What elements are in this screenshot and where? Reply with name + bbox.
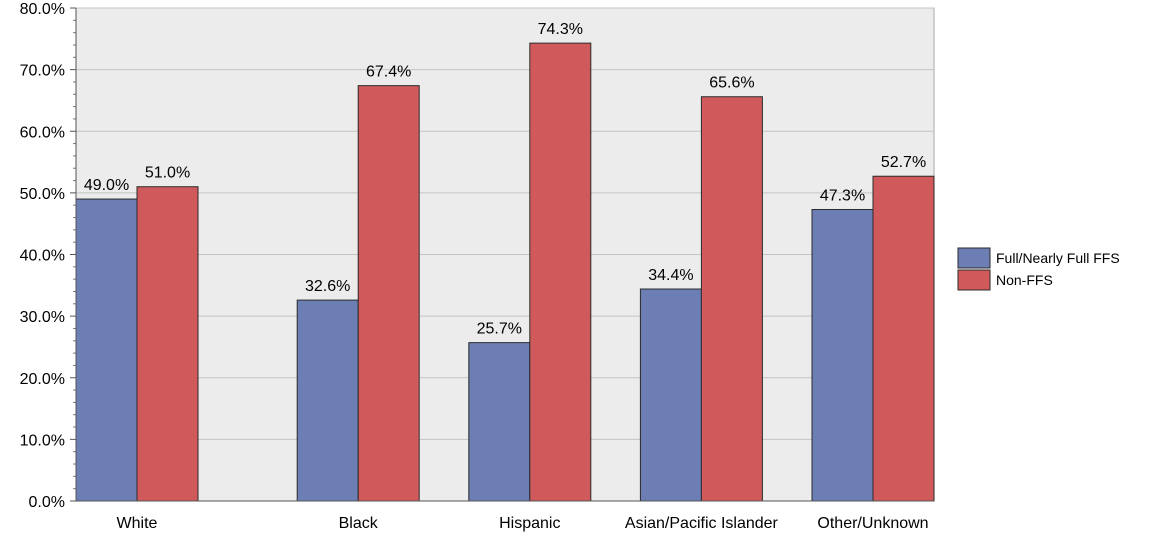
y-tick-label: 60.0% [20, 124, 65, 141]
legend-label: Non-FFS [996, 272, 1053, 288]
x-category-label: Hispanic [499, 515, 560, 532]
data-label: 25.7% [477, 321, 522, 338]
y-tick-label: 70.0% [20, 63, 65, 80]
data-label: 65.6% [709, 75, 754, 92]
bar-non-ffs-2 [529, 42, 592, 502]
x-category-label: Asian/Pacific Islander [625, 515, 779, 532]
bar-non-ffs-1 [357, 85, 420, 502]
legend-swatch [957, 247, 991, 269]
legend-swatch [957, 269, 991, 291]
data-label: 32.6% [305, 278, 350, 295]
bar-full-ffs-4 [811, 209, 874, 502]
x-category-label: White [117, 515, 158, 532]
legend-label: Full/Nearly Full FFS [996, 250, 1120, 266]
bar-full-ffs-0 [75, 198, 138, 502]
data-label: 34.4% [648, 267, 693, 284]
data-label: 49.0% [84, 177, 129, 194]
bar-non-ffs-3 [700, 96, 763, 502]
bars [75, 42, 935, 502]
x-category-label: Other/Unknown [817, 515, 928, 532]
data-label: 47.3% [820, 188, 865, 205]
data-label: 74.3% [538, 21, 583, 38]
bar-non-ffs-4 [872, 175, 935, 502]
bar-non-ffs-0 [136, 186, 199, 502]
data-label: 67.4% [366, 64, 411, 81]
y-tick-label: 40.0% [20, 248, 65, 265]
y-axis-tick-labels: 0.0% 10.0% 20.0% 30.0% 40.0% 50.0% 60.0% 70.0% 8… [20, 1, 76, 511]
legend: Full/Nearly Full FFS Non-FFS [957, 247, 1120, 291]
y-tick-label: 0.0% [29, 494, 65, 511]
bar-full-ffs-2 [468, 342, 531, 502]
data-label: 51.0% [145, 165, 190, 182]
data-label: 52.7% [881, 154, 926, 171]
bar-full-ffs-1 [296, 299, 359, 502]
x-category-label: Black [339, 515, 379, 532]
y-tick-label: 20.0% [20, 371, 65, 388]
y-tick-label: 10.0% [20, 432, 65, 449]
y-axis-minor-ticks [73, 19, 76, 490]
y-tick-label: 30.0% [20, 309, 65, 326]
gridlines [76, 7, 934, 440]
data-labels: 49.0% 51.0% 32.6% 67.4% 25.7% 74.3% 34.4% 65.6%… [84, 21, 926, 337]
x-axis-category-labels: White Black Hispanic Asian/Pacific Islander… [117, 515, 929, 532]
y-tick-label: 80.0% [20, 1, 65, 18]
y-tick-label: 50.0% [20, 186, 65, 203]
bar-full-ffs-3 [639, 288, 702, 502]
